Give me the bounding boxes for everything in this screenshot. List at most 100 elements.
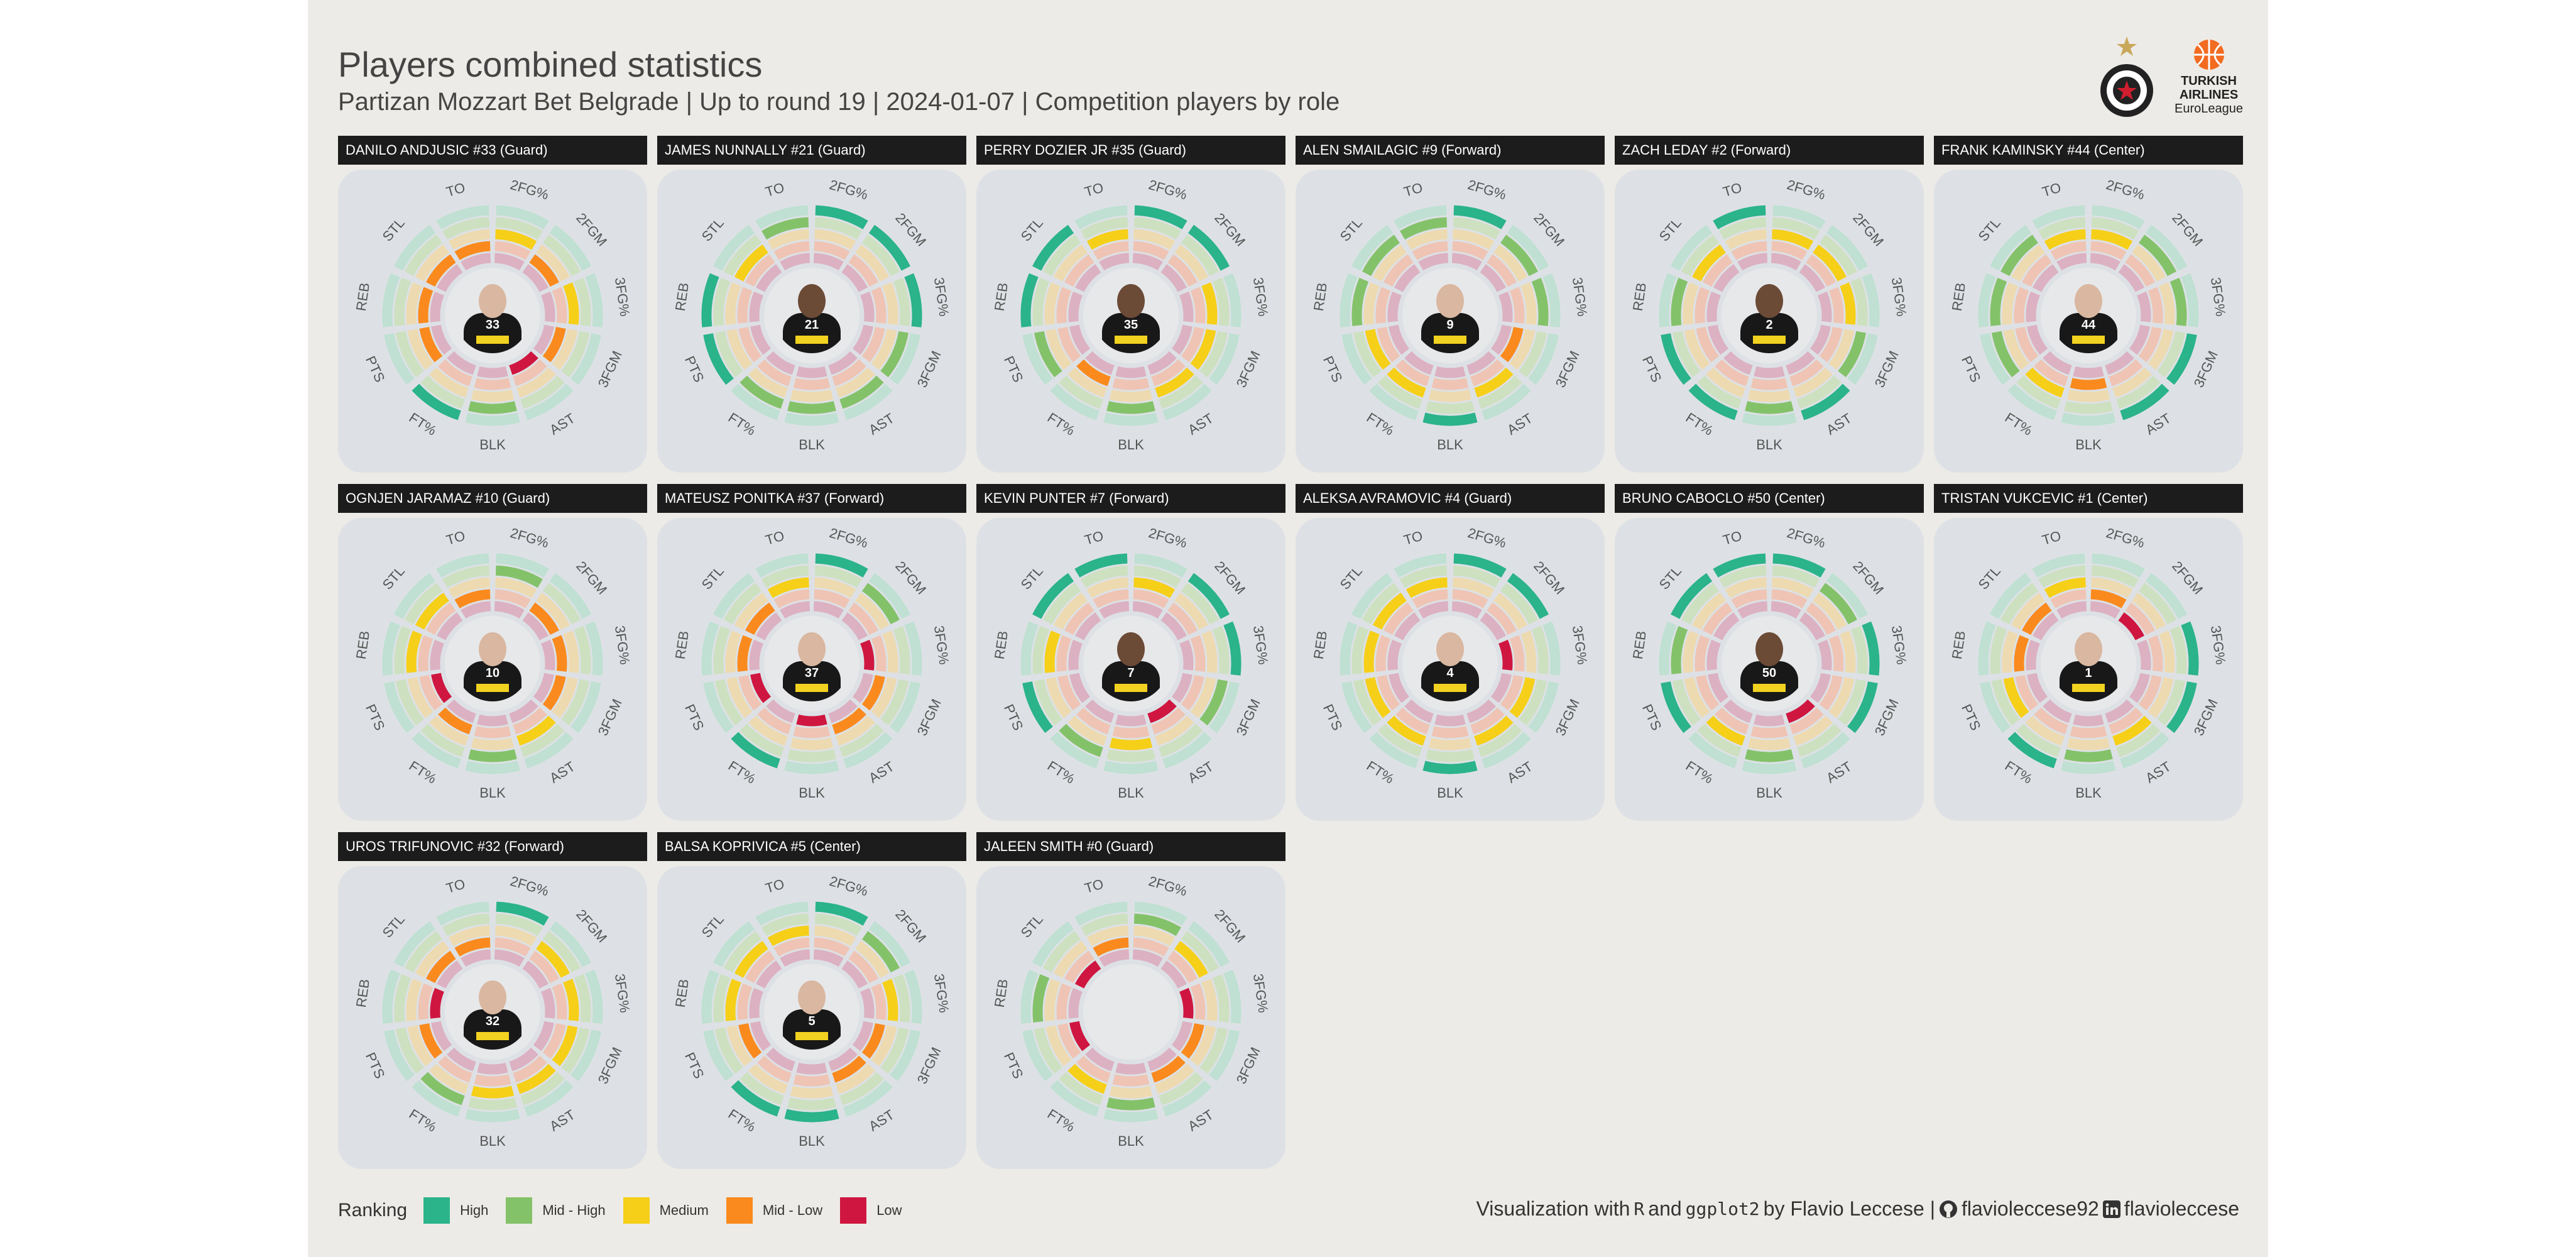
axis-label: 2FG% — [1147, 525, 1189, 551]
axis-label: FT% — [726, 1106, 759, 1135]
github-icon[interactable] — [1939, 1200, 1958, 1219]
logos: TURKISH AIRLINES EuroLeague — [2097, 33, 2243, 121]
caption-r: R — [1634, 1199, 1645, 1219]
bar-value — [2025, 367, 2065, 398]
bar-value — [454, 937, 491, 957]
bar-background — [793, 1074, 831, 1087]
bar-background — [1451, 601, 1482, 619]
bar-background — [1990, 224, 2032, 271]
bar-background — [814, 217, 862, 240]
axis-label: TO — [763, 876, 786, 896]
bar-background — [570, 1029, 601, 1082]
bar-background — [1081, 913, 1128, 936]
bar-background — [1377, 327, 1400, 363]
axis-label: REB — [353, 282, 373, 312]
bar-background — [1672, 679, 1701, 726]
axis-label: 2FG% — [1147, 873, 1189, 899]
bar-value — [430, 987, 444, 1019]
bar-background — [839, 723, 884, 757]
bar-background — [395, 331, 424, 378]
bar-background — [1490, 324, 1512, 355]
bar-background — [757, 1055, 792, 1083]
bar-background — [1384, 254, 1414, 287]
bar-background — [1742, 412, 1797, 426]
bar-background — [552, 983, 567, 1020]
radial-chart: 2FG% 2FGM 3FG% 3FGM AST BLK FT% PTS REB STL TO — [976, 866, 1285, 1169]
bar-background — [474, 378, 511, 390]
axis-label: PTS — [1639, 702, 1664, 733]
bar-background — [1181, 675, 1204, 711]
bar-background — [2157, 331, 2186, 378]
bar-background — [1134, 901, 1187, 926]
bar-background — [436, 264, 463, 292]
bar-background — [1190, 983, 1206, 1020]
bar-background — [1434, 714, 1466, 727]
bar-background — [1353, 331, 1382, 378]
bar-background — [814, 589, 850, 608]
axis-label: BLK — [1756, 437, 1782, 453]
bar-background — [1059, 1072, 1103, 1106]
bar-background — [1369, 383, 1419, 420]
bar-value — [454, 589, 491, 608]
bar-background — [1799, 264, 1826, 292]
axis-label: 2FGM — [1211, 558, 1248, 598]
bar-background — [1362, 583, 1400, 625]
bar-background — [1223, 969, 1242, 1024]
bar-background — [1187, 921, 1230, 967]
bar-background — [1684, 329, 1710, 370]
bar-background — [748, 715, 788, 746]
bar-background — [882, 282, 898, 325]
bar-background — [1160, 612, 1187, 640]
bar-background — [448, 577, 490, 598]
bar-background — [1174, 593, 1208, 630]
jersey-number: 21 — [804, 318, 819, 332]
bar-background — [755, 553, 809, 578]
bar-value — [1022, 681, 1053, 733]
linkedin-handle[interactable]: flavioleccese — [2124, 1197, 2239, 1220]
bar-background — [713, 626, 731, 674]
bar-background — [860, 291, 875, 322]
bar-value — [1661, 333, 1691, 385]
bar-background — [780, 253, 810, 271]
bar-value — [454, 241, 491, 260]
bar-background — [1050, 383, 1100, 420]
axis-label: TO — [1083, 528, 1105, 548]
github-handle[interactable]: flavioleccese92 — [1962, 1197, 2099, 1220]
bar-background — [448, 925, 490, 947]
bar-background — [1074, 612, 1101, 640]
bar-background — [839, 1072, 884, 1106]
axis-label: TO — [1083, 876, 1105, 896]
bar-background — [1671, 224, 1713, 271]
bar-value — [1706, 715, 1745, 746]
bar-background — [1771, 589, 1808, 608]
bar-background — [1201, 630, 1218, 673]
bar-background — [2066, 737, 2110, 750]
bar-background — [415, 244, 449, 282]
bar-background — [1171, 1021, 1192, 1051]
bar-background — [1809, 324, 1831, 355]
axis-label: AST — [547, 759, 578, 786]
radial-chart: 2FG% 2FGM 3FG% 3FGM AST BLK FT% PTS REB STL TO 44 — [1934, 170, 2243, 473]
bar-background — [726, 1025, 753, 1067]
bar-background — [1542, 621, 1561, 676]
caption: Visualization with R and ggplot2 by Flav… — [1476, 1197, 2239, 1221]
bar-background — [1032, 278, 1050, 326]
linkedin-icon[interactable] — [2102, 1200, 2120, 1218]
bar-background — [2139, 583, 2176, 625]
bar-background — [1190, 287, 1206, 324]
bar-background — [1132, 601, 1163, 619]
bar-background — [447, 699, 476, 723]
axis-label: REB — [991, 630, 1011, 660]
bar-background — [880, 679, 909, 726]
bar-background — [2092, 205, 2145, 229]
bar-background — [843, 1080, 893, 1117]
bar-background — [2116, 723, 2161, 757]
bar-background — [2026, 639, 2040, 671]
bar-background — [1081, 565, 1128, 588]
bar-background — [1160, 264, 1187, 292]
bar-value — [471, 1085, 515, 1099]
bar-value — [815, 205, 868, 229]
bar-value — [832, 1055, 866, 1083]
bar-background — [1840, 630, 1856, 673]
bar-value — [419, 327, 443, 363]
